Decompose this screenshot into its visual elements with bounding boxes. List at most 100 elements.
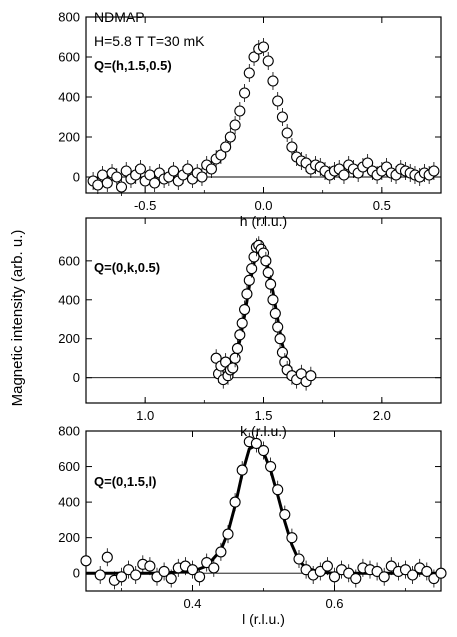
data-point <box>115 571 128 583</box>
data-point <box>80 555 92 567</box>
x-tick-label: -0.5 <box>134 198 156 213</box>
data-point <box>165 573 177 585</box>
data-point <box>224 131 236 143</box>
data-point <box>194 571 206 583</box>
data-point <box>328 571 341 583</box>
data-point <box>144 560 156 572</box>
data-point <box>269 307 281 319</box>
x-tick-label: 2.0 <box>373 408 391 423</box>
data-point <box>222 528 234 540</box>
y-tick-label: 200 <box>58 530 80 545</box>
data-point <box>286 141 298 153</box>
x-tick-label: 0.4 <box>183 596 201 611</box>
panel-annotation: H=5.8 T T=30 mK <box>94 33 205 49</box>
x-tick-label: 0.0 <box>254 198 272 213</box>
data-point <box>305 370 317 382</box>
y-tick-label: 0 <box>73 566 80 581</box>
data-point <box>208 562 220 574</box>
y-tick-label: 200 <box>58 130 80 145</box>
data-point <box>272 321 284 333</box>
y-tick-label: 0 <box>73 170 80 185</box>
data-point <box>276 111 288 123</box>
data-point <box>243 274 255 286</box>
panel-annotation: Q=(0,1.5,l) <box>94 474 157 489</box>
data-point <box>265 278 277 290</box>
data-point <box>92 179 104 191</box>
data-point <box>94 569 106 581</box>
data-point <box>234 105 246 117</box>
panel-l-scan: 0.4 0.6 0 200 400 600 800 l (r.l.u.) Q=(0,1.5,l) <box>58 424 447 627</box>
data-point <box>134 163 146 175</box>
data-point <box>281 127 293 139</box>
data-point <box>236 317 248 329</box>
data-point <box>293 553 305 565</box>
data-point <box>229 119 241 131</box>
data-point <box>239 87 251 99</box>
data-point <box>378 571 390 583</box>
data-point <box>260 255 272 267</box>
data-point <box>286 532 298 544</box>
data-point <box>168 165 180 177</box>
data-point <box>267 294 279 306</box>
data-point <box>220 141 232 153</box>
data-point <box>196 171 208 183</box>
y-tick-label: 200 <box>58 331 80 346</box>
data-point <box>236 464 248 476</box>
panel-annotation: Q=(0,k,0.5) <box>94 260 160 275</box>
data-point <box>350 573 362 585</box>
data-point <box>101 551 113 563</box>
data-point <box>215 546 227 558</box>
data-point <box>231 342 244 355</box>
fit-curve <box>86 443 441 575</box>
y-tick-label: 400 <box>58 292 80 307</box>
y-tick-label: 600 <box>58 459 80 474</box>
data-point <box>262 55 274 67</box>
panel-annotation: NDMAP <box>94 9 145 25</box>
x-axis-label: l (r.l.u.) <box>242 611 285 627</box>
y-tick-label: 600 <box>58 253 80 268</box>
data-point <box>276 346 288 358</box>
data-point <box>248 251 260 263</box>
data-point <box>272 484 284 496</box>
data-point <box>182 163 194 175</box>
y-tick-label: 800 <box>58 424 80 439</box>
x-tick-label: 0.6 <box>325 596 343 611</box>
data-point <box>130 569 142 581</box>
data-point <box>421 565 433 577</box>
data-point <box>338 169 350 181</box>
data-point <box>205 163 217 175</box>
data-point <box>279 509 291 521</box>
x-tick-label: 0.5 <box>373 198 391 213</box>
y-tick-label: 600 <box>58 50 80 65</box>
data-point <box>257 445 270 457</box>
data-point <box>257 41 270 53</box>
data-point <box>428 165 440 177</box>
x-tick-label: 1.5 <box>254 408 272 423</box>
data-point <box>274 333 286 345</box>
data-point <box>267 75 279 87</box>
y-tick-label: 0 <box>73 370 80 385</box>
data-point <box>407 569 419 581</box>
y-tick-label: 400 <box>58 495 80 510</box>
data-point <box>227 362 239 374</box>
data-point <box>239 303 251 316</box>
data-point <box>241 288 253 300</box>
panel-annotation: Q=(h,1.5,0.5) <box>94 58 172 73</box>
data-point <box>262 266 274 279</box>
data-point <box>250 437 262 449</box>
y-tick-label: 800 <box>58 10 80 25</box>
data-point <box>229 352 241 364</box>
data-point <box>115 181 128 193</box>
data-point <box>265 461 277 473</box>
data-point <box>321 560 333 572</box>
data-point <box>186 564 199 576</box>
data-point <box>272 95 284 107</box>
data-point <box>158 565 170 577</box>
y-tick-label: 400 <box>58 90 80 105</box>
data-point <box>101 177 113 189</box>
data-point <box>111 171 123 183</box>
